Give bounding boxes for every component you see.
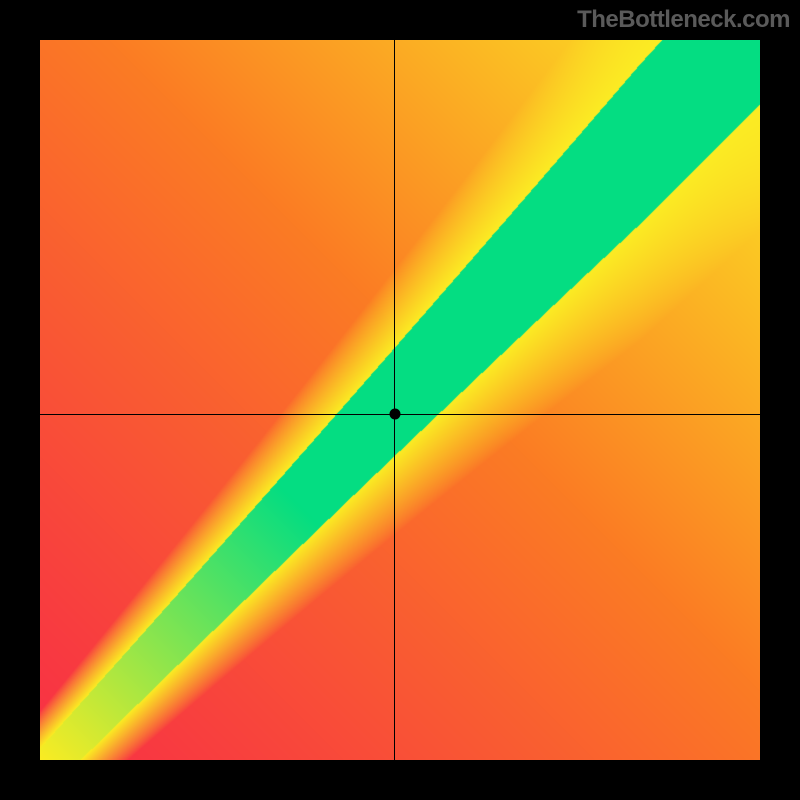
heatmap-canvas	[40, 40, 760, 760]
data-point-marker	[389, 409, 400, 420]
chart-frame: TheBottleneck.com	[0, 0, 800, 800]
border-right	[760, 40, 800, 760]
border-left	[0, 40, 40, 760]
watermark-text: TheBottleneck.com	[577, 6, 790, 34]
crosshair-vertical	[394, 40, 395, 760]
border-bottom	[0, 760, 800, 800]
